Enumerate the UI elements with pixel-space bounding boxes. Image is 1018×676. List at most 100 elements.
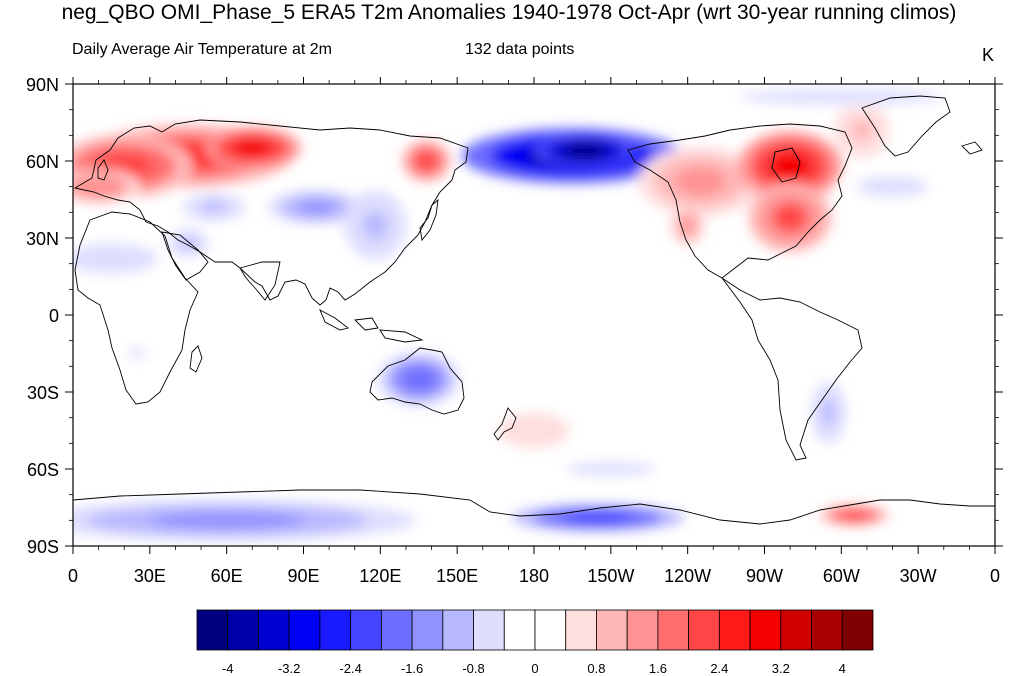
anomaly-core-ross-sea-cold	[562, 512, 634, 524]
anomaly-core-australia-cold	[401, 367, 436, 391]
x-tick-label: 60E	[211, 566, 243, 586]
colorbar-bin	[626, 609, 659, 651]
anomaly-core-southern-ocean-cold	[565, 461, 656, 477]
y-tick-label: 90S	[27, 537, 59, 557]
x-tick-label: 150W	[587, 566, 634, 586]
coastline-north-america	[627, 123, 853, 279]
colorbar-bin	[196, 609, 229, 651]
anomaly-core-east-antarctica-cold	[149, 511, 305, 529]
colorbar-tick-label: 1.6	[649, 661, 667, 676]
x-tick-label: 30W	[900, 566, 937, 586]
colorbar-bin	[473, 609, 505, 651]
anomaly-core-central-asia-cold	[296, 200, 337, 215]
variable-subtitle: Daily Average Air Temperature at 2m	[72, 41, 332, 58]
units-label: K	[982, 45, 995, 65]
colorbar-bin	[749, 609, 782, 651]
x-tick-label: 120E	[359, 566, 401, 586]
colorbar-tick-label: 2.4	[710, 661, 728, 676]
anomaly-core-california-warm	[680, 216, 695, 234]
coastline-japan	[419, 198, 439, 242]
coastline-uk	[97, 159, 109, 181]
x-tick-label: 150E	[436, 566, 478, 586]
colorbar-bin	[350, 609, 382, 651]
colorbar-bin	[227, 609, 259, 651]
colorbar-tick-label: -1.6	[401, 661, 423, 676]
anomaly-core-europe-warm	[81, 179, 116, 194]
coastline-antarctica	[73, 489, 995, 525]
colorbar-tick-label: 3.2	[772, 661, 790, 676]
coastline-arabia	[161, 231, 209, 281]
anomaly-core-argentina-cold	[821, 399, 836, 426]
x-tick-label: 60W	[823, 566, 860, 586]
colorbar-bin	[380, 609, 413, 651]
colorbar-tick-label: 0.8	[587, 661, 605, 676]
colorbar-bin	[657, 609, 690, 651]
anomaly-core-north-atlantic-cold	[872, 181, 913, 193]
anomaly-core-bering-cold-core	[564, 143, 607, 158]
x-tick-label: 120W	[664, 566, 711, 586]
anomaly-core-arctic-cold	[784, 92, 898, 102]
colorbar-tick-label: 0	[531, 661, 538, 676]
x-tick-label: 0	[990, 566, 1000, 586]
colorbar-tick-label: -0.8	[462, 661, 484, 676]
colorbar-bin	[780, 609, 812, 651]
coastline-hudson-bay	[771, 147, 801, 183]
coastline-madagascar	[189, 345, 203, 373]
x-tick-label: 0	[68, 566, 78, 586]
anomaly-core-greenland-west-warm	[850, 118, 874, 142]
colorbar-bin	[534, 609, 567, 651]
colorbar-bin	[596, 609, 628, 651]
anomaly-field	[73, 86, 980, 542]
y-tick-label: 60N	[26, 152, 59, 172]
coastline-indonesia	[319, 309, 424, 343]
anomaly-core-eastern-us-warm	[773, 203, 808, 232]
x-tick-label: 180	[519, 566, 549, 586]
anomaly-core-africa-south-cold	[128, 347, 146, 360]
coastline-australia	[369, 347, 465, 415]
colorbar-bin	[718, 609, 751, 651]
anomaly-core-antarctic-peninsula-warm	[840, 510, 869, 520]
anomaly-core-caspian-cold	[201, 201, 227, 213]
colorbar-bin	[442, 609, 474, 651]
colorbar-bin	[565, 609, 597, 651]
y-tick-label: 30N	[26, 229, 59, 249]
colorbar-tick-label: 4	[839, 661, 846, 676]
map-axes: 0 30E 60E 90E 120E 150E 180 150W 120W 90W 60W 30W 09…	[26, 75, 1003, 586]
anomaly-core-east-siberia-warm	[416, 152, 437, 170]
y-tick-label: 60S	[27, 460, 59, 480]
x-tick-label: 90W	[746, 566, 783, 586]
coastline-greenland	[861, 95, 951, 157]
x-tick-label: 30E	[134, 566, 166, 586]
plot-title: neg_QBO OMI_Phase_5 ERA5 T2m Anomalies 1…	[61, 1, 957, 24]
coastline-south-america	[721, 277, 863, 461]
y-tick-label: 90N	[26, 75, 59, 95]
colorbar-tick-label: -2.4	[339, 661, 361, 676]
colorbar-bin	[319, 609, 352, 651]
anomaly-core-ural-warm	[232, 139, 272, 157]
colorbar-tick-label: -4	[222, 661, 234, 676]
colorbar-bin	[503, 609, 536, 651]
x-tick-label: 90E	[287, 566, 319, 586]
colorbar-bin	[841, 609, 874, 651]
colorbar-bin	[288, 609, 321, 651]
coastline-new-zealand	[493, 407, 517, 441]
data-points-subtitle: 132 data points	[465, 41, 575, 58]
coastline-iceland	[961, 141, 983, 155]
y-tick-label: 30S	[27, 383, 59, 403]
colorbar: -4 -3.2 -2.4 -1.6 -0.8 0 0.8 1.6 2.4 3.2 4	[196, 609, 874, 676]
colorbar-bin	[811, 609, 843, 651]
colorbar-bin	[411, 609, 444, 651]
y-tick-label: 0	[49, 306, 59, 326]
anomaly-core-western-canada-warm	[675, 167, 726, 196]
anomaly-core-hudson-bay-warm	[768, 152, 812, 181]
colorbar-bin	[688, 609, 720, 651]
colorbar-tick-label: -3.2	[278, 661, 300, 676]
anomaly-core-china-cold	[362, 211, 388, 240]
coastline-eurasia	[73, 119, 469, 306]
coastlines	[73, 95, 995, 525]
anomaly-core-southern-ocean-warm	[514, 420, 554, 441]
anomaly-core-sahara-cold	[86, 250, 137, 268]
coastline-africa	[74, 211, 199, 405]
colorbar-bin	[258, 609, 290, 651]
